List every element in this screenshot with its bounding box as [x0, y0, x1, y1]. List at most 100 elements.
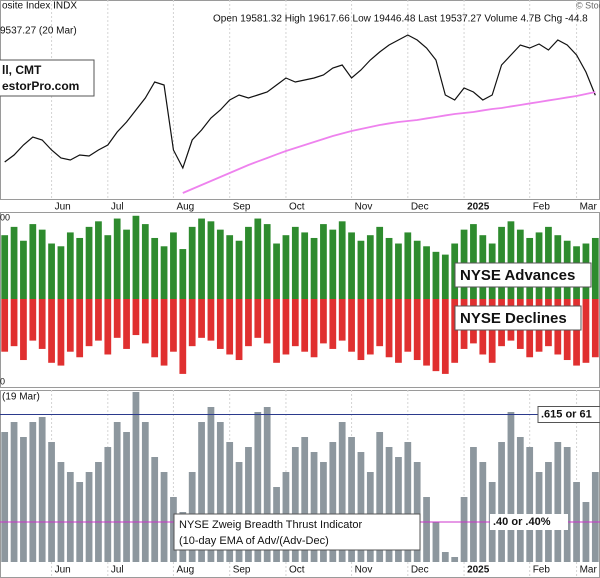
bar — [498, 442, 505, 562]
reference-label: .615 or 61 — [541, 408, 592, 420]
bar — [470, 224, 477, 299]
bar — [85, 472, 93, 562]
bar — [357, 299, 365, 361]
bar — [113, 422, 121, 562]
x-tick-label: Nov — [355, 202, 373, 213]
bar — [85, 226, 93, 299]
bar — [151, 457, 159, 562]
bar — [404, 442, 412, 562]
bar — [141, 299, 149, 344]
bar — [38, 299, 46, 349]
bar — [207, 407, 215, 562]
bar — [263, 407, 271, 562]
bar — [188, 226, 196, 299]
indicator-title: NYSE Zweig Breadth Thrust Indicator — [179, 519, 363, 531]
bar — [76, 237, 84, 299]
bar — [170, 497, 177, 562]
bar — [329, 229, 337, 299]
bar — [338, 422, 346, 562]
bar — [376, 299, 384, 347]
bar — [123, 299, 130, 349]
panel-frame — [0, 0, 600, 200]
bar — [38, 229, 46, 299]
credit: © Stoc — [576, 0, 600, 10]
bar — [507, 412, 515, 562]
x-tick-label: Nov — [355, 565, 373, 576]
legend-label: NYSE Advances — [460, 267, 575, 284]
bar — [488, 299, 496, 363]
bar — [291, 447, 299, 562]
bar — [385, 237, 393, 299]
bar — [170, 232, 177, 299]
bar — [188, 299, 196, 347]
bar — [385, 447, 393, 562]
bar — [357, 240, 365, 299]
series-line — [4, 34, 596, 170]
bar — [95, 221, 102, 299]
bar — [1, 299, 9, 352]
bar — [320, 224, 327, 299]
bar — [123, 229, 130, 299]
x-tick-label: Oct — [289, 565, 305, 576]
bar — [57, 462, 65, 562]
bar — [235, 299, 243, 361]
bar — [123, 432, 130, 562]
bar — [273, 299, 280, 363]
legend-box — [454, 305, 582, 331]
bar — [460, 497, 468, 562]
bar — [66, 472, 74, 562]
bar — [207, 221, 215, 299]
bar — [413, 462, 421, 562]
bar — [357, 452, 365, 562]
bar — [132, 299, 140, 336]
panel-1-texts: osite Index INDX Open 19581.32 High 1961… — [0, 0, 600, 97]
bar — [470, 447, 477, 562]
bar — [160, 299, 168, 366]
x-tick-label: Dec — [411, 565, 429, 576]
bar — [441, 552, 449, 562]
x-tick-label: Aug — [176, 202, 194, 213]
bar — [591, 472, 599, 562]
bar — [76, 299, 84, 358]
bar — [113, 299, 121, 338]
bar — [329, 442, 337, 562]
bar — [291, 226, 299, 299]
bar — [413, 299, 421, 361]
bar — [20, 437, 27, 562]
bar — [591, 237, 599, 299]
bar — [38, 417, 46, 562]
bar — [254, 412, 262, 562]
bar — [479, 462, 487, 562]
panel-3-texts: (19 Mar) NYSE Zweig Breadth Thrust Indic… — [2, 392, 600, 576]
x-tick-label: Aug — [176, 565, 194, 576]
bar — [1, 235, 9, 299]
bar — [198, 218, 205, 299]
bar — [226, 235, 234, 299]
bar — [573, 299, 580, 366]
bar — [10, 299, 18, 347]
bar — [170, 299, 177, 352]
bar — [198, 299, 205, 338]
bar — [320, 462, 327, 562]
bar — [179, 249, 187, 299]
bar — [216, 299, 224, 349]
bar — [179, 299, 187, 374]
bar — [582, 299, 590, 363]
edge-label: 0 — [0, 376, 5, 386]
bar — [301, 437, 309, 562]
bar — [57, 246, 65, 299]
bar — [395, 457, 402, 562]
bar — [104, 447, 112, 562]
x-tick-label: Jun — [55, 565, 71, 576]
bar — [207, 299, 215, 341]
bar — [263, 224, 271, 299]
bar — [235, 462, 243, 562]
bar — [404, 299, 412, 352]
quote-line: Open 19581.32 High 19617.66 Low 19446.48… — [213, 14, 588, 25]
bar — [85, 299, 93, 347]
bar — [338, 299, 346, 341]
x-tick-label: Sep — [233, 202, 251, 213]
x-tick-label: Dec — [411, 202, 429, 213]
bar — [104, 299, 112, 355]
